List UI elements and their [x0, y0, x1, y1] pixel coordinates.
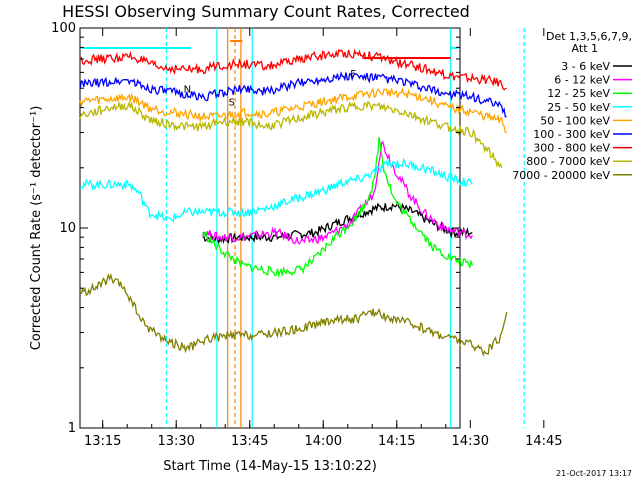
- legend-label: 800 - 7000 keV: [526, 155, 610, 168]
- plot-frame: [79, 27, 461, 429]
- flag-labels: N S F: [82, 40, 458, 108]
- series-line-25to50keV: [79, 157, 473, 223]
- series-line-800to7000keV: [79, 100, 503, 169]
- flag-label-s: S: [229, 97, 235, 108]
- x-axis-ticks: 13:15 13:30 13:45 14:00 14:15 14:30 14:45: [84, 28, 563, 449]
- y-tick-label: 100: [51, 21, 76, 36]
- x-tick-label: 14:45: [525, 434, 562, 449]
- flag-label-n: N: [184, 85, 191, 96]
- x-tick-label: 13:15: [84, 434, 121, 449]
- legend-label: 7000 - 20000 keV: [512, 169, 610, 182]
- x-axis-label: Start Time (14-May-15 13:10:22): [163, 459, 377, 474]
- detector-label: Det 1,3,5,6,7,9,: [546, 30, 632, 43]
- series-line-7000to20000keV: [79, 272, 508, 357]
- x-tick-label: 14:15: [378, 434, 415, 449]
- series-line-6to12keV: [202, 140, 473, 245]
- x-tick-label: 14:30: [452, 434, 489, 449]
- series-line-12to25keV: [202, 136, 473, 278]
- attenuator-label: Att 1: [572, 42, 598, 55]
- legend-label: 25 - 50 keV: [547, 101, 610, 114]
- y-tick-label: 10: [59, 221, 76, 236]
- legend-label: 50 - 100 keV: [540, 114, 610, 127]
- legend-label: 100 - 300 keV: [533, 128, 610, 141]
- series-line-50to100keV: [79, 87, 507, 134]
- y-axis-ticks: 1 10 100: [51, 21, 460, 436]
- footer-date: 21-Oct-2017 13:17: [556, 469, 632, 478]
- series-line-100to300keV: [79, 71, 507, 118]
- legend-label: 300 - 800 keV: [533, 142, 610, 155]
- x-tick-label: 13:45: [231, 434, 268, 449]
- y-axis-label: Corrected Count Rate (s⁻¹ detector⁻¹): [29, 106, 44, 351]
- x-tick-label: 14:00: [305, 434, 342, 449]
- series-line-300to800keV: [79, 48, 507, 91]
- x-tick-label: 13:30: [157, 434, 194, 449]
- series-lines: [79, 48, 508, 357]
- series-line-3to6keV: [202, 201, 473, 246]
- legend-label: 12 - 25 keV: [547, 87, 610, 100]
- chart-title: HESSI Observing Summary Count Rates, Cor…: [62, 2, 470, 21]
- legend-label: 6 - 12 keV: [554, 74, 610, 87]
- flag-label-f: F: [350, 69, 356, 80]
- y-tick-label: 1: [68, 421, 76, 436]
- legend-label: 3 - 6 keV: [561, 60, 610, 73]
